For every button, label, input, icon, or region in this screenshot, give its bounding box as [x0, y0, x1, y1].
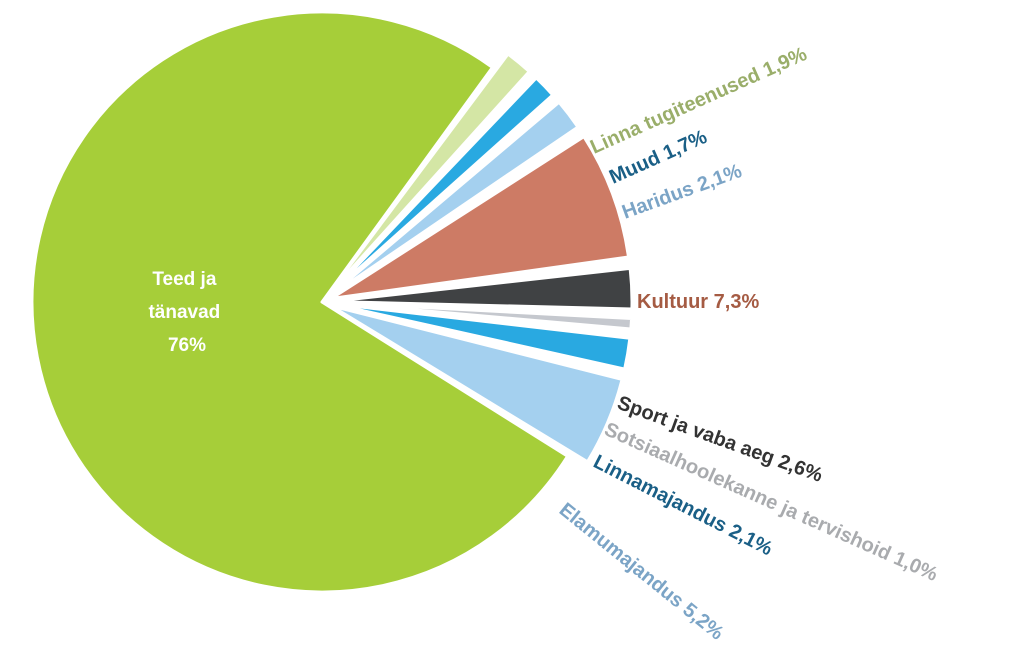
slice-label-kultuur: Kultuur 7,3%	[637, 291, 759, 313]
pie-slice-teed-ja-tänavad	[30, 10, 570, 594]
center-label: Teed ja tänavad 76%	[148, 269, 225, 356]
center-label-line-1: Teed ja	[152, 269, 216, 290]
pie-slice-sport-ja-vaba-aeg	[330, 266, 634, 311]
pie-slice-linna-tugiteenused	[326, 52, 531, 296]
center-label-line-2: tänavad	[148, 302, 220, 323]
center-label-line-3: 76%	[168, 335, 206, 356]
pie-slice-sotsiaalhoolekanne-ja-tervishoid	[330, 301, 634, 331]
pie-slice-haridus	[328, 100, 580, 298]
pie-slice-kultuur	[329, 135, 630, 301]
pie-slice-elamumajandus	[329, 304, 624, 464]
pie-slice-muud	[327, 76, 555, 297]
slice-label-sotsiaalhoolekanne-ja-tervishoid: Sotsiaalhoolekanne ja tervishoid 1,0%	[601, 418, 941, 586]
pie-slice-linnamajandus	[330, 302, 632, 371]
